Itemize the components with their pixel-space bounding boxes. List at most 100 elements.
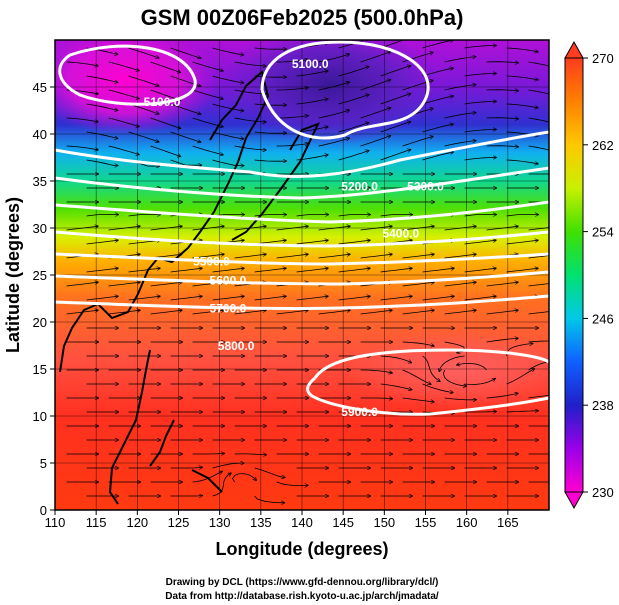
streamline	[338, 67, 370, 77]
x-tick-label: 150	[373, 515, 395, 530]
streamline	[422, 68, 454, 77]
credit-line-2: Data from http://database.rish.kyoto-u.a…	[165, 591, 439, 602]
streamline	[338, 95, 370, 105]
streamline	[506, 47, 539, 52]
streamline	[234, 310, 267, 315]
streamline	[192, 61, 224, 71]
colorbar-tick-label: 238	[592, 398, 614, 413]
streamline	[276, 116, 309, 119]
streamline	[444, 113, 477, 119]
streamline	[296, 71, 329, 77]
streamline	[276, 88, 309, 91]
streamline	[402, 282, 435, 287]
streamline	[150, 310, 183, 315]
streamline	[86, 268, 119, 273]
streamline	[150, 145, 181, 157]
streamline	[254, 467, 286, 478]
streamline	[86, 215, 119, 216]
streamline	[170, 496, 203, 497]
streamline	[192, 310, 225, 315]
streamline	[150, 282, 183, 287]
streamline	[234, 89, 267, 94]
colorbar-top-arrow	[564, 40, 584, 59]
streamline	[296, 215, 329, 216]
streamline	[318, 310, 351, 315]
credit-line-1: Drawing by DCL (https://www.gfd-dennou.o…	[166, 577, 439, 588]
streamline	[360, 369, 393, 373]
streamline	[402, 52, 434, 63]
streamline	[422, 268, 455, 273]
colorbar-tick-label: 230	[592, 485, 614, 500]
x-tick-label: 135	[250, 515, 272, 530]
x-tick-label: 140	[291, 515, 313, 530]
contour-labels: 5100.0 5100.0 5200.0 5300.0 5400.0 5500.0 5600…	[144, 57, 444, 419]
streamline	[212, 159, 244, 166]
y-tick-label: 20	[33, 315, 47, 330]
streamline	[380, 296, 413, 301]
streamline	[234, 254, 267, 259]
y-tick-label: 35	[33, 174, 47, 189]
streamline	[254, 495, 285, 503]
streamline	[402, 397, 435, 402]
contour-5400	[55, 200, 549, 224]
streamline	[380, 215, 413, 216]
x-tick-label: 155	[415, 515, 437, 530]
colorbar-tick-label: 262	[592, 138, 614, 153]
contour-5100-west	[58, 44, 197, 106]
x-tick-label: 130	[209, 515, 231, 530]
streamline	[276, 310, 309, 315]
streamline	[444, 254, 477, 259]
streamline	[318, 54, 350, 63]
streamline	[422, 355, 441, 382]
contour-label: 5300.0	[407, 179, 444, 193]
streamline	[360, 398, 393, 399]
contour-label: 5800.0	[218, 339, 255, 353]
streamline	[66, 282, 99, 287]
streamline	[318, 82, 350, 91]
streamline	[254, 268, 287, 273]
x-axis-label: Longitude (degrees)	[215, 539, 388, 559]
streamline	[276, 60, 309, 63]
streamline	[506, 369, 535, 385]
streamline	[108, 282, 141, 287]
streamline	[212, 75, 244, 83]
streamline	[338, 268, 371, 273]
streamline	[234, 61, 267, 66]
streamline	[128, 75, 159, 86]
streamline	[422, 152, 454, 161]
streamline	[528, 61, 549, 67]
streamline	[402, 341, 435, 346]
streamline	[464, 45, 497, 49]
streamline	[338, 215, 371, 216]
streamline	[442, 369, 466, 386]
streamline	[422, 40, 454, 49]
streamline	[276, 481, 309, 485]
streamline	[422, 383, 454, 393]
streamline	[170, 467, 203, 468]
streamline	[86, 159, 118, 166]
streamline	[66, 117, 99, 122]
contour-label: 5400.0	[382, 226, 419, 240]
contour-label: 5100.0	[144, 95, 181, 109]
streamline	[506, 240, 539, 245]
y-tick-label: 25	[33, 268, 47, 283]
streamline	[486, 338, 519, 343]
x-tick-label: 145	[332, 515, 354, 530]
streamline	[128, 296, 161, 301]
streamline	[486, 90, 519, 91]
streamline	[170, 296, 203, 301]
streamline	[170, 47, 201, 58]
colorbar-tick-label: 246	[592, 311, 614, 326]
streamline	[254, 296, 287, 301]
streamline	[528, 145, 549, 151]
streamline	[380, 122, 411, 133]
streamline	[192, 453, 225, 454]
streamline	[254, 48, 287, 49]
streamline	[464, 268, 497, 273]
streamline	[254, 132, 287, 133]
streamline	[464, 129, 497, 133]
streamline	[296, 99, 329, 105]
streamline	[192, 145, 224, 155]
streamline	[444, 85, 477, 91]
streamline	[360, 108, 391, 119]
